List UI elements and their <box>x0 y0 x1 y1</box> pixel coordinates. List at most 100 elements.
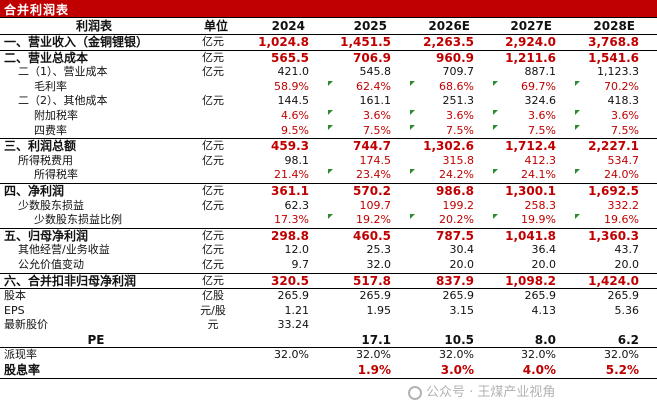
cell-value: 459.3 <box>244 138 327 154</box>
cell-value <box>574 318 657 333</box>
row-label: 股本 <box>0 288 188 304</box>
table-row: 股本 亿股 265.9 265.9 265.9 265.9 265.9 <box>0 288 657 304</box>
cell-value: 70.2% <box>574 80 657 95</box>
row-label: 公允价值变动 <box>18 257 84 271</box>
row-unit: 元/股 <box>200 303 226 317</box>
cell-value: 418.3 <box>607 94 640 108</box>
cell-value: 460.5 <box>327 227 409 244</box>
row-label: 六、合并扣非归母净利润 <box>0 272 188 289</box>
cell-value: 98.1 <box>284 153 310 167</box>
header-year: 2025 <box>327 17 409 35</box>
row-label: 二（1）、营业成本 <box>18 65 108 79</box>
cell-value: 32.0% <box>409 347 492 364</box>
cell-value: 3,768.8 <box>574 34 657 51</box>
cell-value: 20.0 <box>614 257 640 271</box>
cell-value: 1,300.1 <box>492 182 574 199</box>
header-year: 2024 <box>244 17 327 35</box>
row-label: PE <box>87 332 105 347</box>
cell-value: 4.6% <box>281 108 309 122</box>
cell-value: 960.9 <box>409 49 492 66</box>
table-row: EPS 元/股 1.21 1.95 3.15 4.13 5.36 <box>0 304 657 319</box>
header-name: 利润表 <box>0 17 188 35</box>
cell-value: 534.7 <box>607 153 640 167</box>
cell-value <box>244 363 327 379</box>
cell-value: 5.36 <box>614 303 640 317</box>
cell-value: 1,424.0 <box>574 272 657 289</box>
title-bar: 合并利润表 <box>0 0 657 17</box>
row-label: 毛利率 <box>34 79 67 93</box>
cell-value: 332.2 <box>607 198 640 212</box>
row-label: 最新股价 <box>4 318 48 332</box>
table-row: 附加税率 4.6% 3.6% 3.6% 3.6% 3.6% <box>0 109 657 124</box>
row-unit <box>188 168 244 183</box>
cell-value: 887.1 <box>524 65 557 79</box>
row-label: 附加税率 <box>34 108 78 122</box>
cell-value: 20.0 <box>449 257 475 271</box>
cell-value: 265.9 <box>574 288 657 304</box>
table-row: 三、利润总额 亿元 459.3 744.7 1,302.6 1,712.4 2,227.1 <box>0 138 657 154</box>
cell-value: 32.0% <box>492 347 574 364</box>
row-label: 派现率 <box>0 347 188 364</box>
cell-value: 986.8 <box>409 182 492 199</box>
cell-value: 109.7 <box>359 198 392 212</box>
cell-value: 25.3 <box>366 243 392 257</box>
cell-value: 324.6 <box>524 94 557 108</box>
row-label: 五、归母净利润 <box>0 227 188 244</box>
row-unit <box>188 80 244 95</box>
table-row: 股息率 1.9% 3.0% 4.0% 5.2% <box>0 363 657 379</box>
cell-value: 12.0 <box>284 243 310 257</box>
cell-value <box>492 318 574 333</box>
cell-value: 744.7 <box>327 138 409 154</box>
cell-value: 36.4 <box>531 243 557 257</box>
cell-value: 258.3 <box>524 198 557 212</box>
cell-value: 3.15 <box>449 303 475 317</box>
table-row: 一、营业收入（金铜锂银） 亿元 1,024.8 1,451.5 2,263.5 2,924… <box>0 34 657 51</box>
cell-value: 7.5% <box>409 124 492 139</box>
cell-value: 787.5 <box>409 227 492 244</box>
table-row: 六、合并扣非归母净利润 亿元 320.5 517.8 837.9 1,098.2 1,424… <box>0 272 657 289</box>
row-unit: 亿元 <box>202 153 224 167</box>
watermark: 公众号 · 王煤产业视角 <box>408 381 555 400</box>
cell-value: 68.6% <box>409 80 492 95</box>
cell-value: 570.2 <box>327 182 409 199</box>
row-label: 四、净利润 <box>0 182 188 199</box>
row-label: 四费率 <box>34 123 67 137</box>
row-unit: 亿元 <box>202 94 224 108</box>
wechat-icon <box>408 385 422 400</box>
row-label: 二（2）、其他成本 <box>18 94 108 108</box>
cell-value: 21.4% <box>274 168 309 182</box>
row-label: 所得税费用 <box>18 153 73 167</box>
row-unit <box>188 347 244 364</box>
table-row: 派现率 32.0% 32.0% 32.0% 32.0% 32.0% <box>0 347 657 364</box>
row-label: 少数股东损益 <box>18 198 84 212</box>
cell-value: 1.21 <box>284 303 310 317</box>
cell-value: 1,712.4 <box>492 138 574 154</box>
cell-value: 24.2% <box>409 168 492 183</box>
cell-value: 1,451.5 <box>327 34 409 51</box>
table-row: 毛利率 58.9% 62.4% 68.6% 69.7% 70.2% <box>0 80 657 95</box>
cell-value: 20.2% <box>409 213 492 228</box>
cell-value: 1,692.5 <box>574 182 657 199</box>
cell-value: 32.0 <box>366 257 392 271</box>
cell-value: 412.3 <box>524 153 557 167</box>
cell-value: 298.8 <box>244 227 327 244</box>
cell-value: 7.5% <box>327 124 409 139</box>
cell-value: 24.1% <box>492 168 574 183</box>
table-row: 四、净利润 亿元 361.1 570.2 986.8 1,300.1 1,692.5 <box>0 182 657 199</box>
cell-value: 9.7 <box>291 257 310 271</box>
table-row: 五、归母净利润 亿元 298.8 460.5 787.5 1,041.8 1,360.3 <box>0 227 657 244</box>
row-unit: 亿股 <box>188 288 244 304</box>
cell-value: 1,360.3 <box>574 227 657 244</box>
cell-value: 4.13 <box>531 303 557 317</box>
cell-value: 33.24 <box>277 318 310 332</box>
row-label: EPS <box>4 303 25 317</box>
cell-value: 3.6% <box>327 109 409 124</box>
table-body: 一、营业收入（金铜锂银） 亿元 1,024.8 1,451.5 2,263.5 2,924… <box>0 34 657 379</box>
row-unit: 亿元 <box>202 65 224 79</box>
row-label: 少数股东损益比例 <box>34 213 122 227</box>
cell-value: 1,041.8 <box>492 227 574 244</box>
cell-value: 3.6% <box>492 109 574 124</box>
cell-value <box>327 318 409 333</box>
income-statement-table: 利润表 单位 2024 2025 2026E 2027E 2028E 一、营业收… <box>0 17 657 379</box>
row-unit: 元 <box>207 318 219 332</box>
